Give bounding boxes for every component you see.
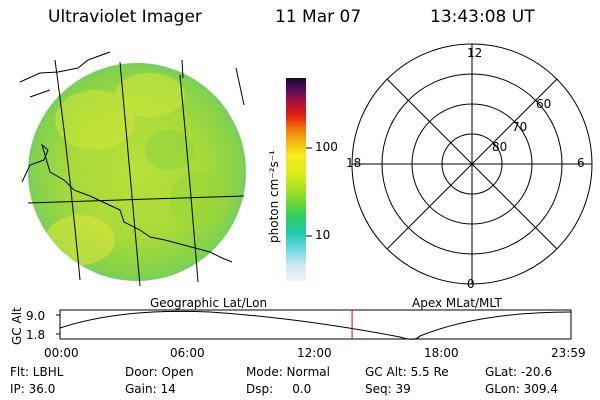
x-tick-1800: 18:00 — [424, 346, 459, 360]
y-axis-label: GC Alt — [10, 307, 24, 345]
coastline — [19, 51, 245, 263]
dsp-info: Dsp: 0.0 — [246, 382, 312, 396]
timeline-ticks — [56, 314, 60, 335]
mlt-label-12: 12 — [467, 46, 483, 60]
date-label: 11 Mar 07 — [275, 7, 362, 27]
geographic-label: Geographic Lat/Lon — [150, 296, 268, 310]
x-tick-0000: 00:00 — [44, 346, 79, 360]
y-tick-9: 9.0 — [26, 309, 46, 323]
mode-info: Mode: Normal — [246, 365, 330, 379]
x-tick-0600: 06:00 — [170, 346, 205, 360]
colorbar-unit-label: photon cm⁻²s⁻¹ — [267, 150, 281, 243]
mlat-label-80: 80 — [492, 140, 508, 154]
time-label: 13:43:08 UT — [430, 7, 535, 27]
filter-info: Flt: LBHL — [10, 365, 64, 379]
mlt-label-0: 0 — [467, 277, 475, 291]
colorbar-tick-10: 10 — [315, 228, 331, 242]
apex-label: Apex MLat/MLT — [412, 296, 502, 310]
x-tick-1200: 12:00 — [297, 346, 332, 360]
colorbar-ticks — [306, 147, 312, 237]
gc-alt-info: GC Alt: 5.5 Re — [365, 365, 449, 379]
colorbar-tick-100: 100 — [315, 140, 338, 154]
mlt-label-18: 18 — [346, 156, 362, 170]
geographic-grid — [27, 59, 245, 287]
seq-info: Seq: 39 — [365, 382, 411, 396]
polar-plot — [351, 43, 593, 285]
ip-info: IP: 36.0 — [10, 382, 56, 396]
door-info: Door: Open — [125, 365, 194, 379]
x-tick-2359: 23:59 — [551, 346, 586, 360]
altitude-curve — [59, 310, 572, 340]
mlat-label-60: 60 — [536, 97, 552, 111]
glat-info: GLat: -20.6 — [485, 365, 552, 379]
mlt-label-6: 6 — [577, 156, 585, 170]
altitude-timeline — [56, 309, 572, 340]
app-title: Ultraviolet Imager — [48, 7, 202, 27]
glon-info: GLon: 309.4 — [485, 382, 558, 396]
mlat-label-70: 70 — [512, 120, 528, 134]
uv-image — [19, 51, 246, 287]
gain-info: Gain: 14 — [125, 382, 176, 396]
colorbar — [286, 78, 306, 281]
y-tick-1-8: 1.8 — [26, 328, 46, 342]
